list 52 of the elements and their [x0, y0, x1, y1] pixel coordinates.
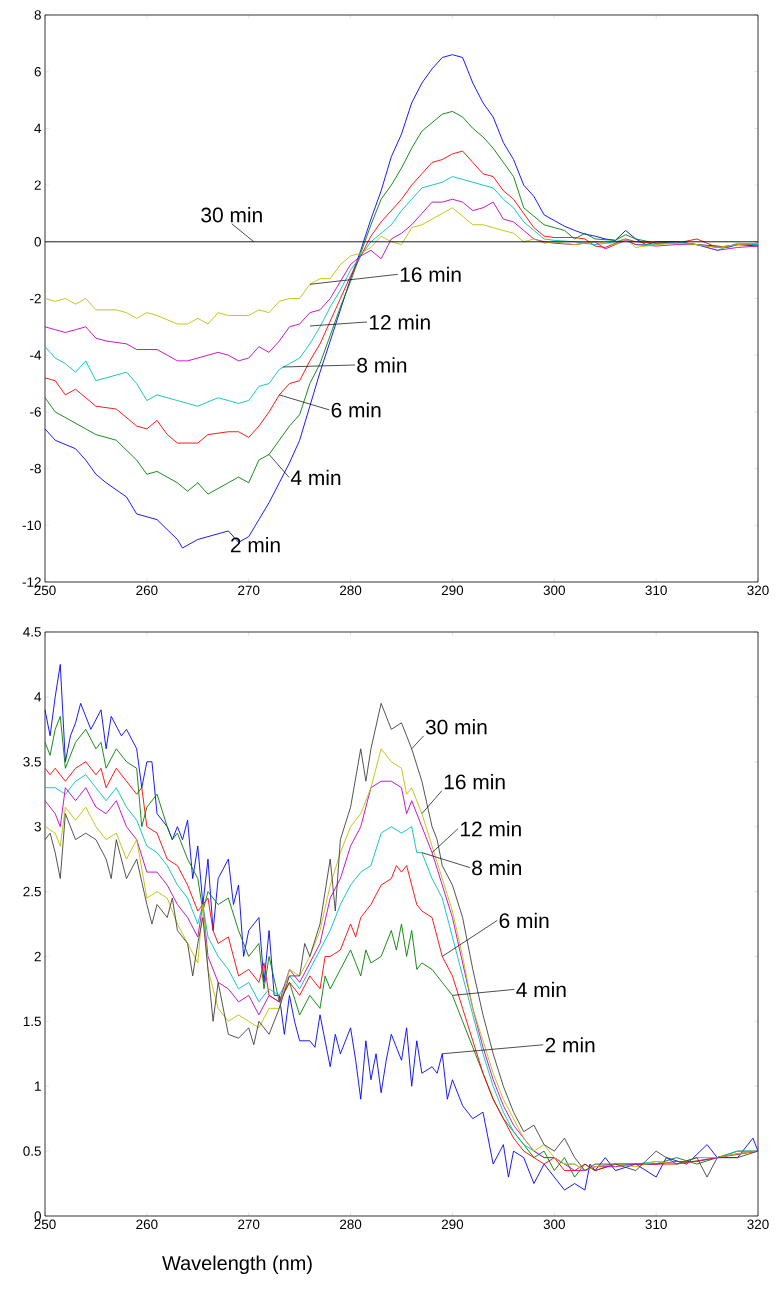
- annotation: 12 min: [461, 821, 521, 837]
- x-tick-label: 300: [543, 1219, 565, 1230]
- x-tick-label: 290: [441, 585, 464, 596]
- y-tick-label: 2: [34, 180, 41, 190]
- x-tick-label: 280: [340, 585, 362, 596]
- y-tick-label: 4: [34, 692, 42, 702]
- x-tick-label: 250: [34, 1219, 56, 1230]
- x-tick-label: 310: [645, 585, 667, 596]
- y-tick-label: 0.5: [23, 1146, 41, 1156]
- x-tick-label: 300: [543, 585, 565, 596]
- annotation: 6 min: [499, 912, 549, 929]
- annotation: 2 min: [230, 537, 280, 553]
- y-tick-label: 4.5: [23, 627, 41, 637]
- annotation: 8 min: [472, 859, 521, 876]
- y-tick-label: -2: [30, 293, 41, 304]
- y-tick-label: 2.5: [23, 886, 41, 897]
- annotation: 12 min: [369, 314, 430, 330]
- x-tick-label: 260: [136, 1219, 158, 1230]
- y-tick-label: 1.5: [23, 1016, 41, 1027]
- y-tick-label: -4: [30, 350, 42, 360]
- y-tick-label: -6: [30, 407, 41, 417]
- x-axis-title: Wavelength (nm): [162, 1255, 312, 1275]
- y-tick-label: -12: [22, 577, 41, 587]
- x-tick-label: 290: [441, 1219, 464, 1230]
- x-tick-label: 250: [34, 585, 56, 596]
- y-tick-label: 3.5: [23, 757, 41, 767]
- y-tick-label: 0: [34, 1211, 41, 1221]
- x-tick-label: 320: [747, 1219, 769, 1230]
- y-tick-label: -8: [30, 463, 41, 474]
- y-tick-label: 2: [34, 951, 41, 962]
- y-tick-label: 1: [35, 1081, 41, 1091]
- x-tick-label: 270: [238, 1219, 260, 1230]
- y-tick-label: 3: [34, 821, 41, 832]
- x-tick-label: 260: [136, 585, 158, 596]
- annotation: 6 min: [331, 402, 381, 418]
- x-tick-label: 270: [238, 585, 260, 596]
- x-tick-label: 280: [340, 1219, 362, 1230]
- y-tick-label: 0: [34, 237, 41, 247]
- y-tick-label: 8: [34, 10, 41, 20]
- annotation: 8 min: [357, 357, 407, 373]
- annotation: 30 min: [425, 719, 487, 735]
- annotation: 4 min: [516, 981, 566, 997]
- y-tick-label: 6: [34, 66, 41, 77]
- annotation: 2 min: [545, 1037, 595, 1053]
- annotation: 16 min: [400, 266, 461, 282]
- x-tick-label: 320: [747, 585, 769, 596]
- annotation: 16 min: [444, 773, 505, 790]
- annotation: 30 min: [201, 207, 262, 223]
- annotation: 4 min: [290, 469, 341, 485]
- x-tick-label: 310: [645, 1219, 667, 1230]
- y-tick-label: 4: [34, 123, 42, 134]
- y-tick-label: -10: [22, 520, 41, 531]
